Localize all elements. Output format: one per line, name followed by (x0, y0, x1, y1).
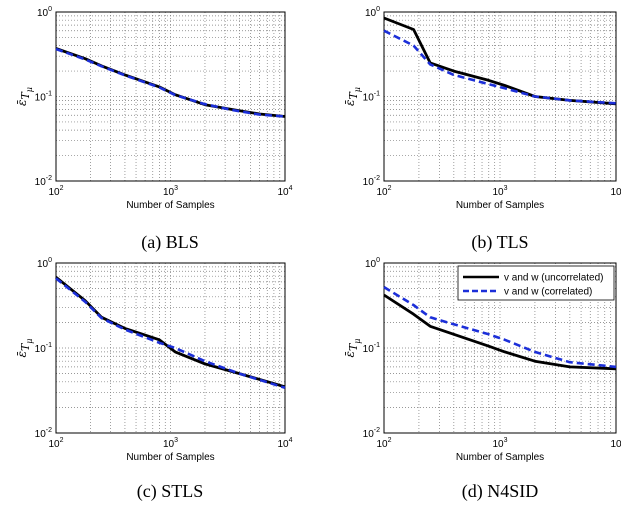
x-tick-label: 104 (277, 185, 292, 198)
y-axis-label: ε̄Tμ (343, 87, 362, 106)
panel-caption: (c) STLS (137, 481, 204, 502)
axes-frame (55, 262, 286, 434)
x-tick-label: 102 (48, 437, 63, 450)
x-axis-label: Number of Samples (456, 452, 544, 463)
legend-label: v and w (correlated) (504, 287, 592, 298)
grid (384, 12, 616, 181)
series-line-uncorrelated (383, 293, 617, 371)
x-tick-label: 103 (492, 437, 507, 450)
x-tick-label: 102 (376, 437, 391, 450)
series-line-correlated (55, 47, 286, 118)
x-tick-label: 102 (376, 185, 391, 198)
x-tick-label: 10 (610, 439, 621, 450)
panel-caption: (b) TLS (471, 232, 528, 253)
x-tick-label: 103 (492, 185, 507, 198)
grid (384, 263, 616, 433)
y-axis-label: ε̄Tμ (15, 87, 34, 106)
legend-label: v and w (uncorrelated) (504, 273, 604, 284)
y-tick-label: 100 (365, 6, 380, 19)
axes-frame (383, 262, 617, 434)
x-axis-label: Number of Samples (126, 452, 214, 463)
panel-caption: (d) N4SID (462, 481, 539, 502)
legend: v and w (uncorrelated) v and w (correlate… (457, 265, 615, 301)
y-tick-label: 100 (365, 257, 380, 270)
x-tick-label: 102 (48, 185, 63, 198)
y-tick-label: 100 (37, 6, 52, 19)
y-tick-label: 10-1 (363, 342, 380, 355)
series-line-correlated (55, 277, 286, 390)
legend-box (457, 265, 615, 301)
x-tick-label: 104 (277, 437, 292, 450)
axes-frame (55, 11, 286, 182)
y-axis-label: ε̄Tμ (343, 339, 362, 358)
series-line-correlated (383, 285, 617, 369)
y-tick-label: 10-1 (35, 342, 52, 355)
x-tick-label: 103 (163, 437, 178, 450)
x-tick-label: 10 (610, 187, 621, 198)
series-line-correlated (383, 29, 617, 105)
y-tick-label: 10-1 (35, 91, 52, 104)
x-tick-label: 103 (163, 185, 178, 198)
series-line-uncorrelated (55, 47, 286, 118)
panel-caption: (a) BLS (141, 232, 199, 253)
y-axis-label: ε̄Tμ (15, 339, 34, 358)
x-axis-label: Number of Samples (126, 200, 214, 211)
grid (56, 12, 285, 181)
x-axis-label: Number of Samples (456, 200, 544, 211)
y-tick-label: 10-1 (363, 91, 380, 104)
y-tick-label: 100 (37, 257, 52, 270)
axes-frame (383, 11, 617, 182)
